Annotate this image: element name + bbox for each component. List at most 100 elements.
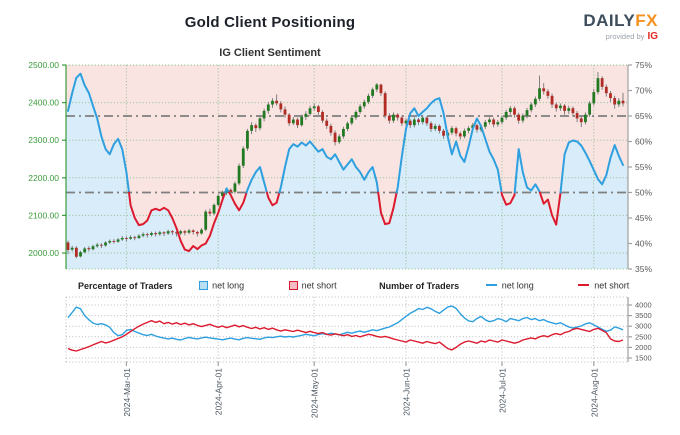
candle-down: [437, 125, 441, 131]
candle-up: [266, 104, 270, 111]
candle-up: [291, 119, 295, 124]
candle-up: [141, 234, 145, 236]
candle-up: [488, 119, 491, 123]
sentiment-line-net-short: [128, 191, 227, 253]
price-axis-label: 2000.00: [28, 248, 59, 258]
candle-down: [454, 128, 458, 134]
candle-down: [442, 130, 445, 136]
date-axis-label: 2024-Jul-01: [497, 368, 507, 413]
ig-logo: IG: [647, 31, 658, 42]
candle-up: [250, 125, 254, 131]
pct-axis-label: 70%: [635, 86, 652, 96]
price-axis-label: 2100.00: [28, 210, 59, 220]
candle-up: [212, 204, 216, 214]
candle-down: [579, 118, 583, 123]
candle-down: [154, 233, 158, 235]
candle-up: [508, 108, 512, 112]
candle-down: [379, 84, 383, 94]
candle-up: [463, 130, 466, 137]
candle-up: [358, 106, 362, 112]
candle-down: [183, 231, 187, 233]
candle-down: [145, 234, 149, 236]
candle-down: [429, 123, 433, 129]
candle-down: [542, 88, 546, 92]
candle-up: [371, 89, 375, 96]
date-axis-label: 2024-Mar-01: [122, 368, 132, 417]
candle-up: [308, 108, 312, 114]
sentiment-line-net-short: [377, 191, 398, 226]
sentiment-line-net-long: [245, 166, 268, 194]
candle-up: [137, 235, 141, 238]
candle-down: [125, 237, 128, 239]
candle-down: [112, 240, 116, 242]
candle-up: [200, 229, 203, 234]
candle-down: [329, 125, 333, 133]
candle-up: [433, 125, 437, 129]
candle-up: [504, 112, 508, 118]
legend-pct-net-long-label: net long: [212, 280, 245, 291]
sentiment-line-net-short: [228, 191, 248, 212]
candle-up: [375, 84, 379, 90]
candle-down: [74, 247, 78, 257]
candle-up: [533, 98, 537, 105]
candle-down: [458, 133, 462, 137]
candle-up: [150, 233, 153, 235]
dailyfx-logo-daily: DAILY: [583, 11, 636, 30]
candle-down: [517, 114, 521, 121]
date-axis-label: 2024-May-01: [310, 368, 320, 418]
candle-up: [166, 231, 170, 234]
candle-up: [350, 117, 354, 124]
candle-down: [383, 93, 387, 116]
sentiment-line-net-short: [538, 191, 562, 226]
traders-axis-label: 3000: [635, 322, 652, 331]
candle-up: [204, 211, 208, 230]
candle-down: [66, 242, 70, 250]
candle-up: [538, 88, 541, 99]
candle-down: [191, 230, 195, 232]
candle-down: [99, 244, 103, 246]
candle-up: [342, 128, 345, 137]
candle-down: [575, 113, 579, 119]
candle-down: [316, 106, 320, 112]
legend-num-net-short-label: net short: [594, 280, 630, 291]
price-axis-label: 2500.00: [28, 60, 59, 70]
provided-by-label: provided by: [605, 32, 645, 41]
provided-by: provided by IG: [583, 32, 658, 42]
candle-down: [229, 189, 233, 192]
candle-up: [179, 231, 183, 234]
candle-up: [108, 240, 112, 243]
candle-down: [275, 100, 279, 104]
candle-up: [83, 248, 87, 253]
net-long-area-fill: [66, 73, 628, 269]
traders-net-short-line: [67, 320, 624, 352]
candle-up: [116, 239, 120, 242]
candle-up: [617, 100, 621, 105]
candle-up: [79, 252, 82, 257]
candle-down: [175, 232, 178, 234]
candle-up: [312, 106, 316, 109]
traders-axis-label: 4000: [635, 301, 652, 310]
candle-down: [475, 125, 479, 130]
candle-up: [104, 242, 107, 246]
traders-axis-label: 1500: [635, 354, 652, 363]
candle-down: [417, 119, 420, 123]
candle-up: [529, 104, 533, 111]
candle-up: [412, 119, 416, 126]
candle-down: [554, 104, 558, 109]
candle-up: [450, 128, 454, 133]
sentiment-line-net-long: [278, 140, 380, 194]
candle-up: [354, 112, 358, 118]
pct-axis-label: 55%: [635, 162, 652, 172]
candle-up: [237, 165, 241, 184]
price-axis-label: 2300.00: [28, 135, 59, 145]
candle-up: [467, 128, 471, 131]
price-axis-label: 2400.00: [28, 98, 59, 108]
net-short-line-icon: [578, 284, 590, 287]
legend-num-net-long-label: net long: [501, 280, 534, 291]
candle-up: [392, 114, 395, 121]
candle-down: [563, 105, 566, 111]
candle-down: [513, 108, 516, 115]
traders-axis-label: 3500: [635, 311, 652, 320]
traders-axis-label: 2500: [635, 332, 652, 341]
